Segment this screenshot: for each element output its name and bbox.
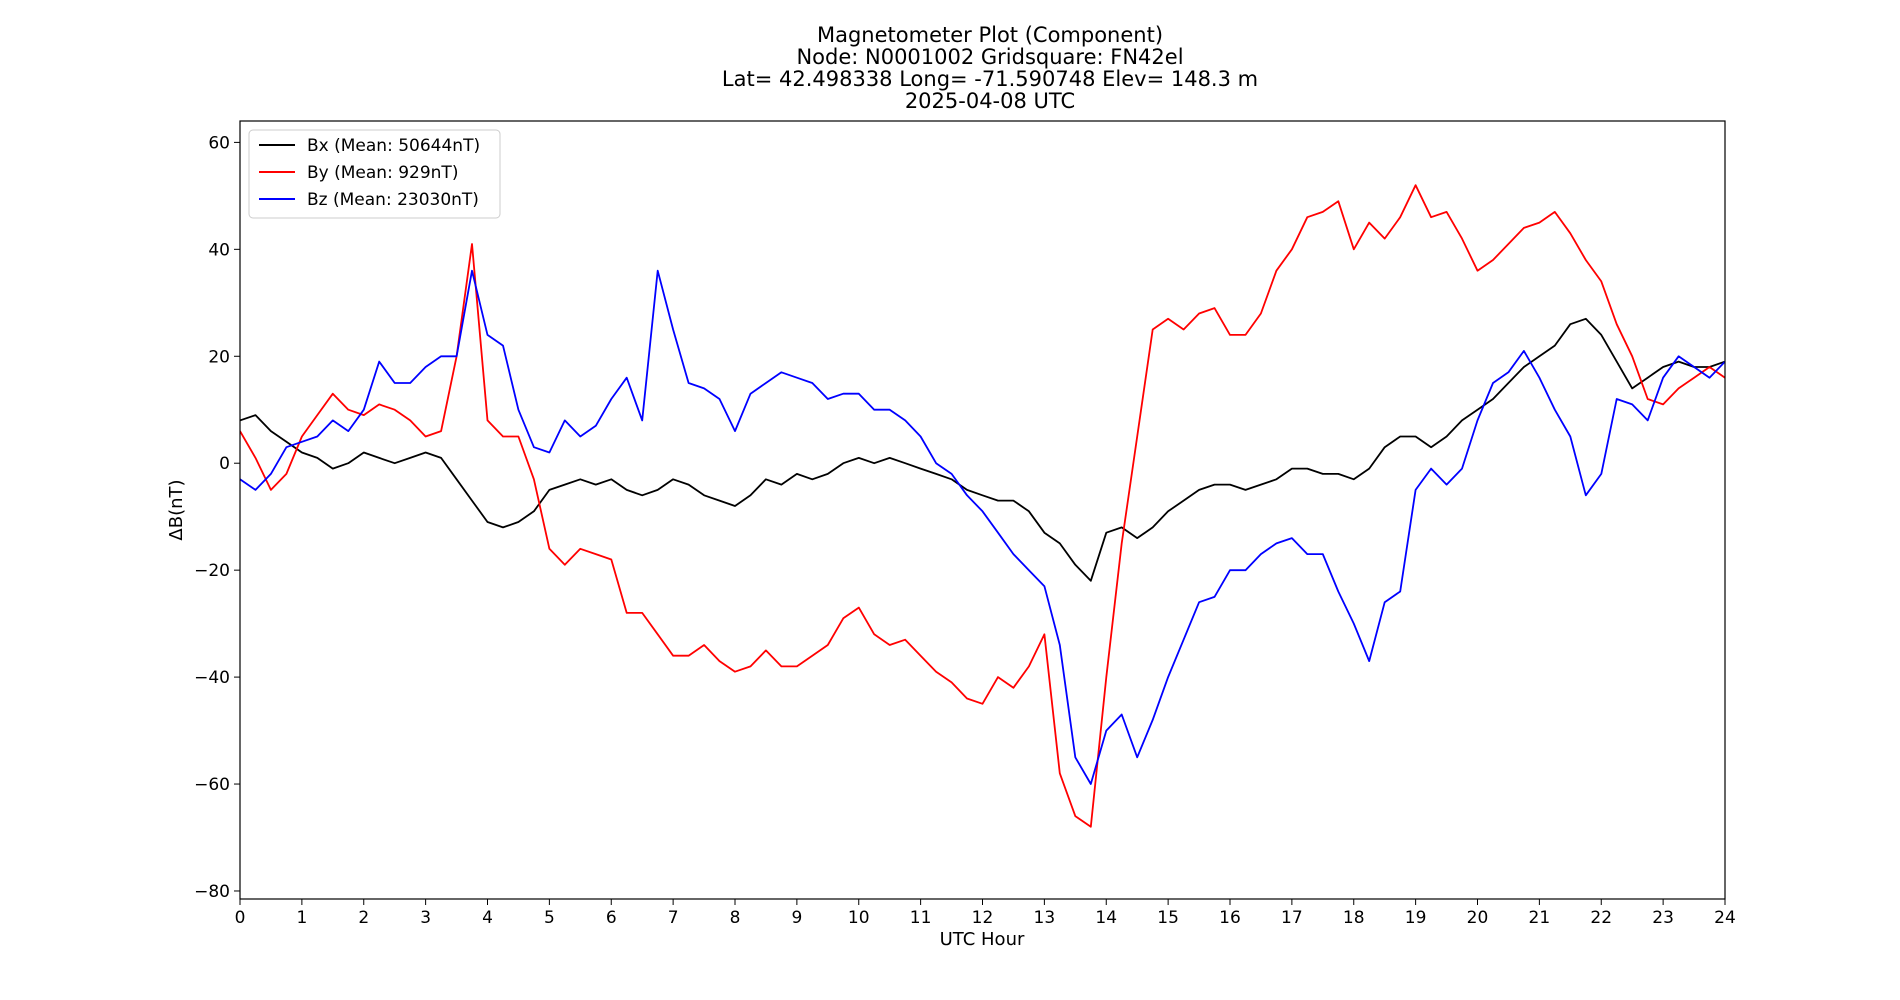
x-tick-label: 24 — [1714, 908, 1736, 928]
chart-title: Magnetometer Plot (Component) Node: N000… — [722, 23, 1258, 113]
y-tick-label: 20 — [208, 347, 230, 367]
x-tick-label: 6 — [606, 908, 617, 928]
series-line-by — [240, 184, 1725, 828]
x-tick-label: 4 — [482, 908, 493, 928]
x-tick-label: 5 — [544, 908, 555, 928]
y-tick-label: −60 — [194, 775, 230, 795]
series-layer — [240, 184, 1725, 828]
title-line-3: Lat= 42.498338 Long= -71.590748 Elev= 14… — [722, 67, 1258, 91]
y-tick-label: −80 — [194, 882, 230, 902]
title-line-4: 2025-04-08 UTC — [905, 89, 1075, 113]
x-tick-label: 19 — [1405, 908, 1427, 928]
x-tick-label: 10 — [848, 908, 870, 928]
legend-label-bz: Bz (Mean: 23030nT) — [307, 190, 479, 210]
y-tick-label: 40 — [208, 240, 230, 260]
x-tick-label: 9 — [791, 908, 802, 928]
x-tick-label: 12 — [972, 908, 994, 928]
legend-box — [248, 129, 501, 219]
x-tick-label: 18 — [1343, 908, 1365, 928]
title-line-2: Node: N0001002 Gridsquare: FN42el — [796, 45, 1183, 69]
x-tick-label: 2 — [358, 908, 369, 928]
x-tick-label: 7 — [668, 908, 679, 928]
x-tick-label: 11 — [910, 908, 932, 928]
series-line-bz — [240, 269, 1725, 785]
x-tick-label: 21 — [1529, 908, 1551, 928]
x-tick-label: 16 — [1219, 908, 1241, 928]
x-tick-label: 23 — [1652, 908, 1674, 928]
x-tick-label: 8 — [730, 908, 741, 928]
title-line-1: Magnetometer Plot (Component) — [817, 23, 1163, 47]
x-tick-label: 0 — [235, 908, 246, 928]
y-tick-label: 0 — [219, 454, 230, 474]
x-axis-label: UTC Hour — [940, 929, 1025, 950]
y-axis: −80 −60 −40 −20 0 20 40 60 — [194, 133, 240, 902]
x-tick-label: 13 — [1034, 908, 1056, 928]
series-line-bx — [240, 317, 1725, 582]
legend: Bx (Mean: 50644nT) By (Mean: 929nT) Bz (… — [248, 129, 501, 219]
legend-label-bx: Bx (Mean: 50644nT) — [307, 136, 480, 156]
x-tick-label: 3 — [420, 908, 431, 928]
legend-label-by: By (Mean: 929nT) — [307, 163, 458, 183]
y-tick-label: −40 — [194, 668, 230, 688]
x-axis: 0 1 2 3 4 5 6 7 8 9 10 11 12 13 14 15 16 17 18 19 20 21 22 23 24 — [235, 899, 1736, 928]
x-tick-label: 22 — [1590, 908, 1612, 928]
y-axis-label: ΔB(nT) — [166, 479, 187, 540]
x-tick-label: 1 — [296, 908, 307, 928]
y-tick-label: −20 — [194, 561, 230, 581]
y-tick-label: 60 — [208, 133, 230, 153]
x-tick-label: 20 — [1467, 908, 1489, 928]
x-tick-label: 17 — [1281, 908, 1303, 928]
x-tick-label: 14 — [1095, 908, 1117, 928]
x-tick-label: 15 — [1157, 908, 1179, 928]
